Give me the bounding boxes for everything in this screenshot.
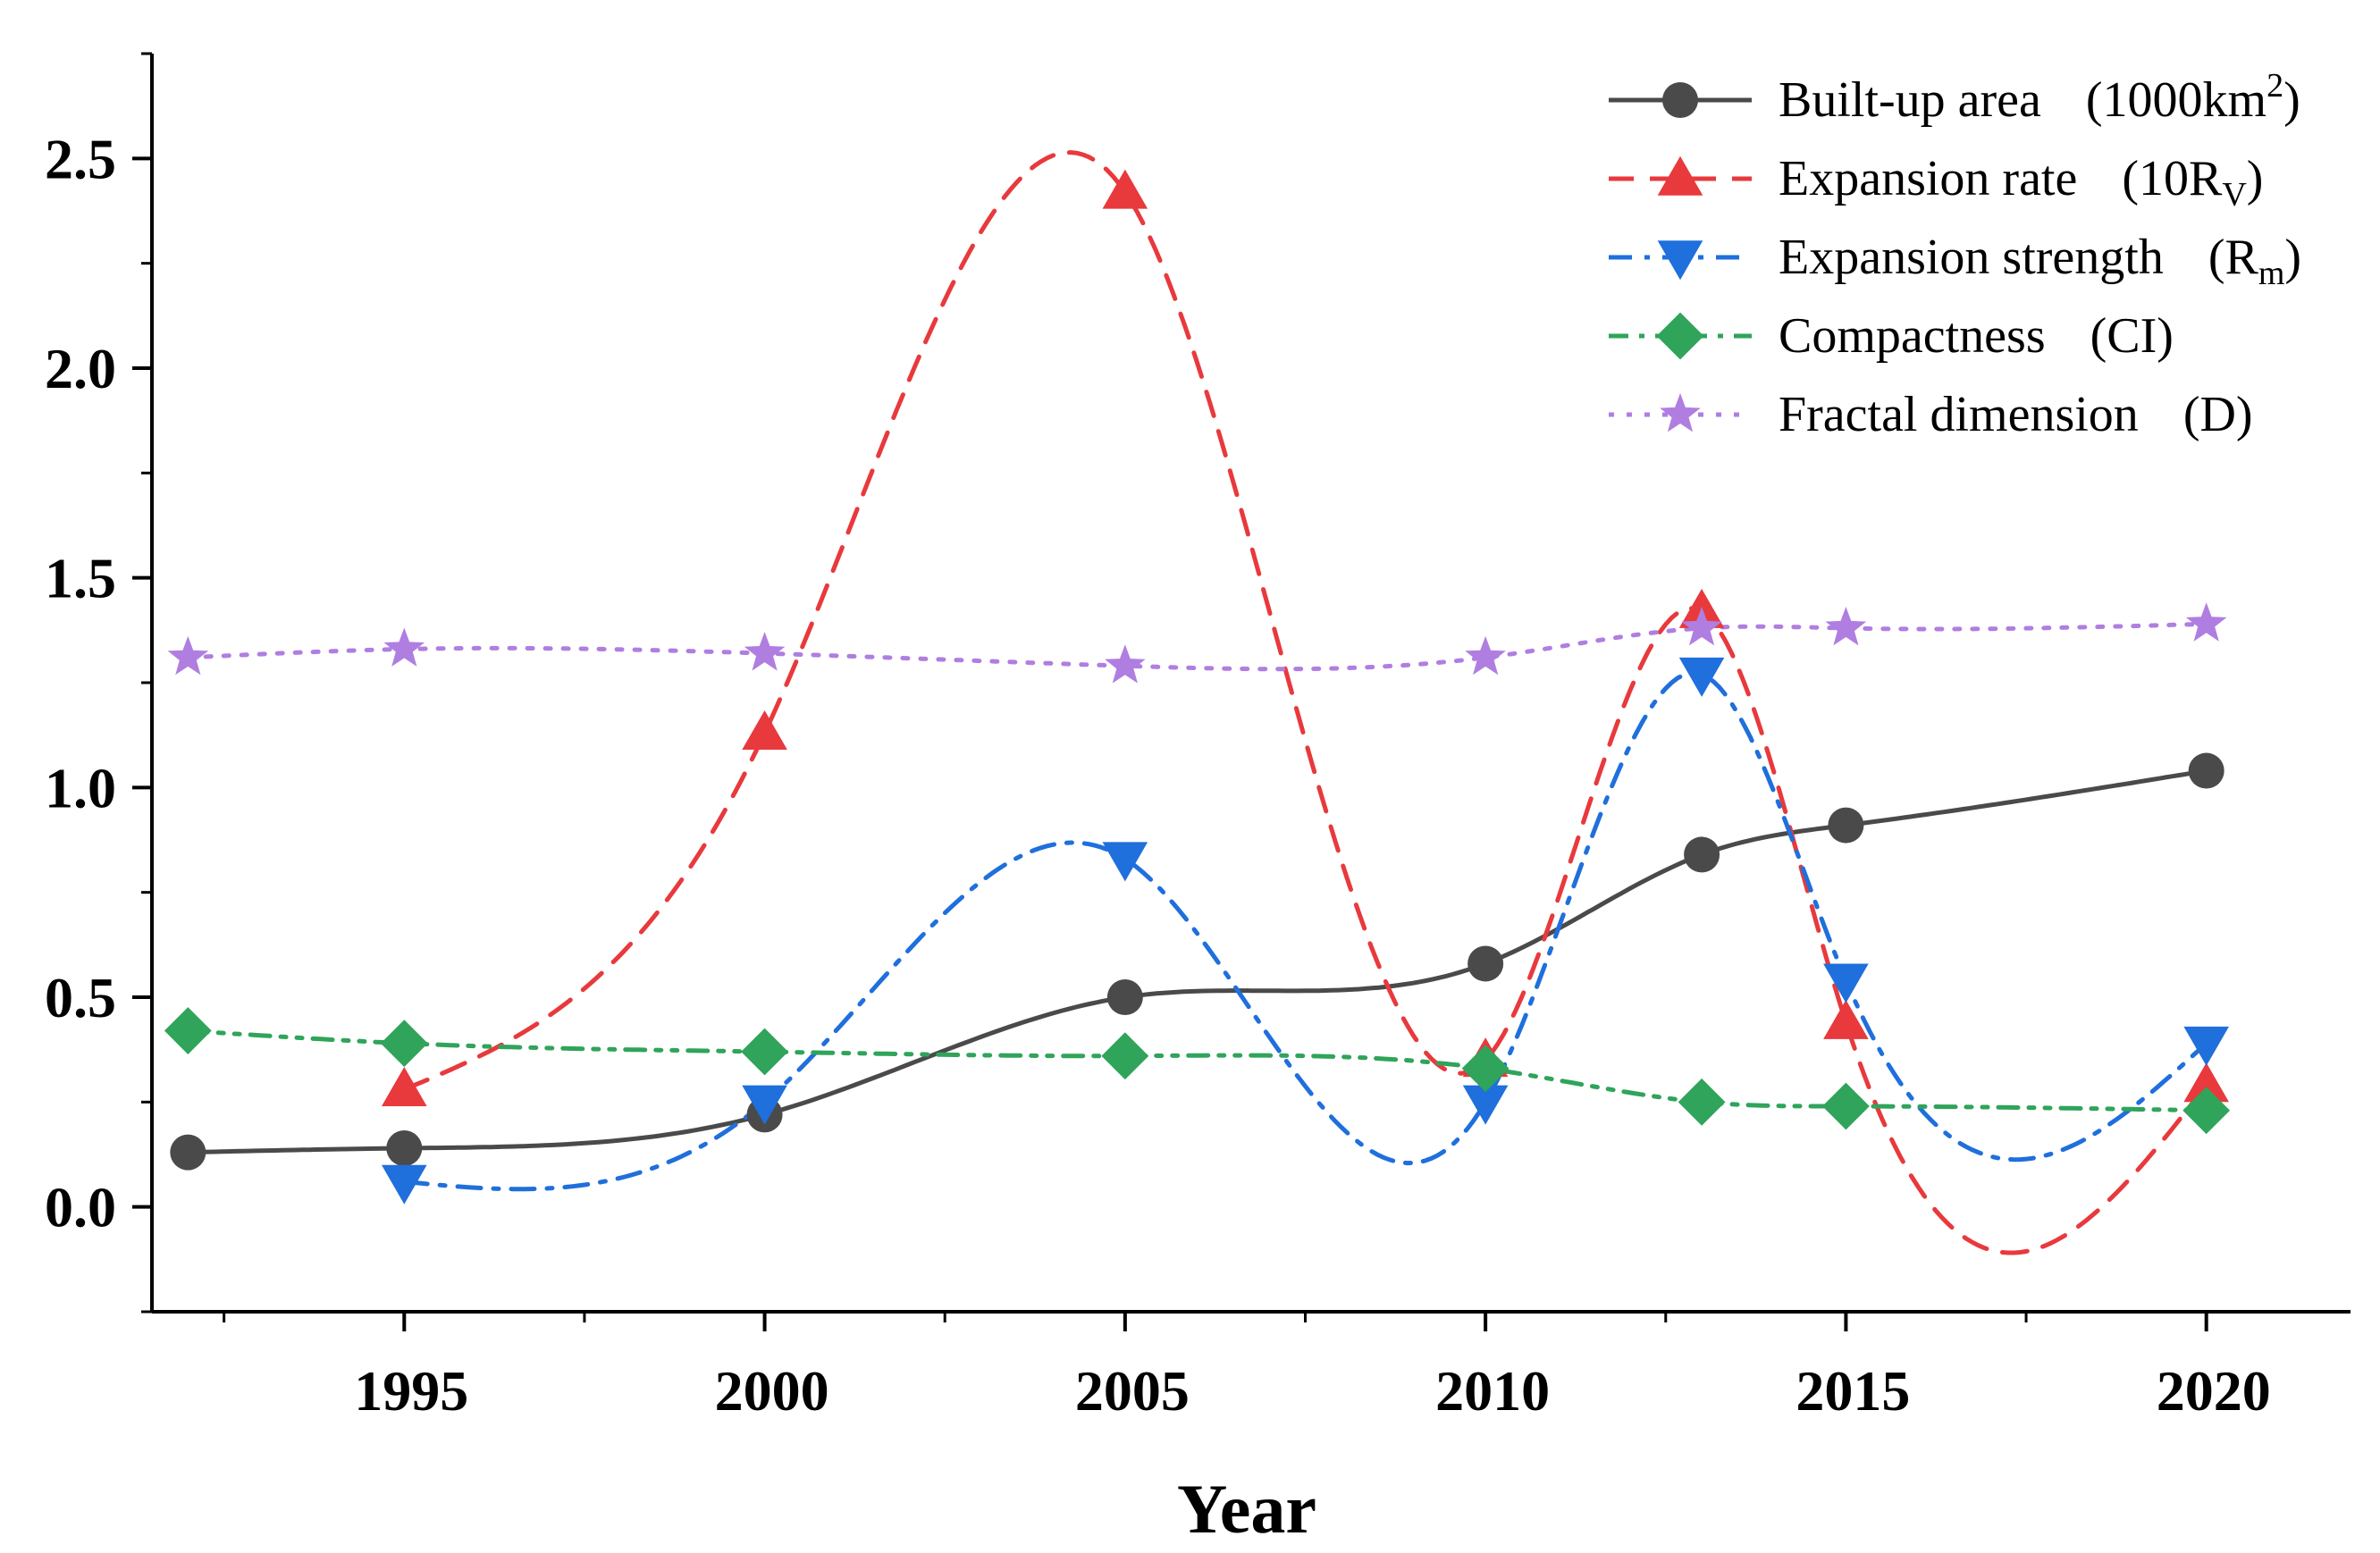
legend-marker-strength [1657,240,1703,281]
fractal-point [1105,644,1146,684]
strength-point [1462,1085,1509,1125]
legend-label-compact: Compactness [1779,308,2046,364]
rate-point [381,1066,427,1106]
fractal-point [1681,606,1722,646]
legend-label-fractal: Fractal dimension [1779,387,2139,442]
rate-point [742,710,787,751]
rate-point [1823,999,1869,1039]
strength-point [1823,963,1869,1003]
axes [132,52,2351,1331]
legend-unit-rate: (10RV) [2122,151,2263,214]
strength-point [1678,657,1725,697]
x-axis-title: Year [1177,1470,1316,1548]
compact-point [1678,1078,1726,1126]
fractal-point [1465,635,1506,676]
y-tick-label: 0.0 [45,1176,116,1239]
rate-point [2183,1062,2229,1103]
builtup-point [170,1134,206,1171]
builtup-point [1468,945,1504,982]
legend-marker-fractal [1660,393,1701,432]
tick-labels: 0.0 0.5 1.0 1.5 2.0 2.5 1995 2000 2005 2010 2015 20… [45,127,2271,1423]
builtup-point [1828,807,1864,844]
fractal-point [1825,606,1867,646]
y-tick-label: 2.0 [45,337,116,400]
compact-point [380,1020,428,1068]
builtup-line [185,768,2209,1155]
y-tick-label: 2.5 [45,127,116,190]
x-tick-label: 2010 [1435,1359,1550,1423]
compact-point [2182,1087,2231,1135]
fractal-point [383,627,425,667]
fractal-line [185,621,2209,672]
builtup-point [2188,752,2224,789]
legend: Built-up area (1000km2)Expansion rate (10R… [1609,67,2301,442]
strength-point [1102,842,1148,882]
strength-point [381,1164,427,1205]
y-tick-label: 1.0 [45,756,116,819]
compact-point [1101,1032,1149,1080]
x-tick-label: 2000 [715,1359,829,1423]
builtup-point [386,1129,423,1166]
legend-marker-compact [1656,312,1704,360]
strength-line [401,670,2209,1192]
builtup-point [1106,979,1143,1015]
x-tick-label: 2015 [1796,1359,1910,1423]
rate-point [1102,169,1148,209]
rate-line [401,150,2209,1255]
legend-unit-fractal: (D) [2183,387,2253,442]
legend-label-builtup: Built-up area [1779,72,2041,128]
series-markers [164,169,2231,1205]
legend-unit-builtup: (1000km2) [2086,67,2300,128]
legend-marker-rate [1657,155,1703,196]
compact-point [741,1028,788,1076]
y-tick-label: 1.5 [45,547,116,610]
compact-line [185,1028,2209,1113]
compact-point [1461,1045,1510,1093]
x-tick-label: 2020 [2157,1359,2271,1423]
legend-label-strength: Expansion strength [1779,230,2164,285]
legend-label-rate: Expansion rate [1779,151,2077,206]
compact-point [164,1007,212,1054]
strength-point [2183,1026,2229,1066]
builtup-point [1684,836,1720,873]
fractal-point [167,635,209,676]
legend-marker-builtup [1662,82,1698,118]
y-tick-label: 0.5 [45,966,116,1029]
x-tick-label: 1995 [354,1359,468,1423]
legend-unit-strength: (Rm) [2208,230,2301,292]
fractal-point [2185,602,2227,642]
compact-point [1822,1082,1870,1130]
x-tick-label: 2005 [1075,1359,1190,1423]
legend-unit-compact: (CI) [2090,308,2174,364]
series-lines [185,150,2209,1255]
fractal-point [744,632,786,671]
strength-point [742,1085,787,1125]
